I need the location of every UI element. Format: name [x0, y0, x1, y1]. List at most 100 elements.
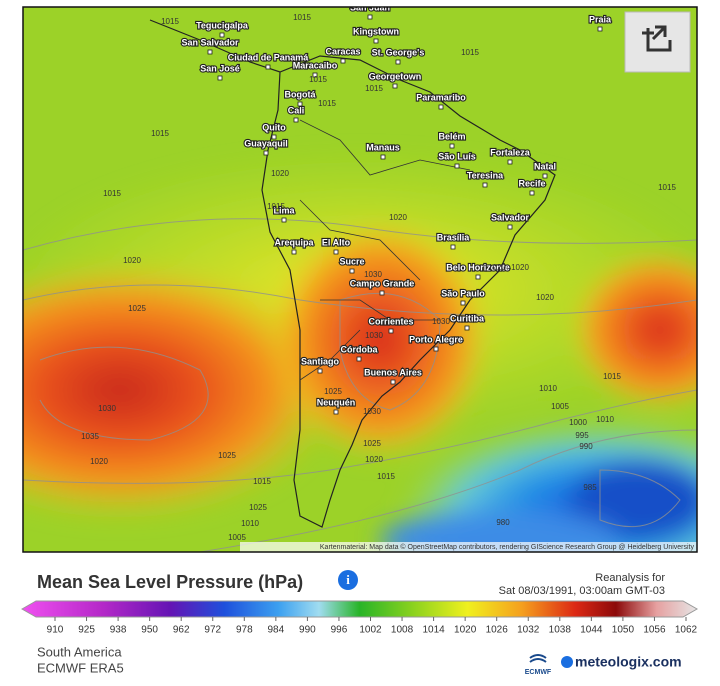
legend-tick-label: 925: [78, 625, 95, 636]
city-marker: [263, 150, 269, 156]
isobar-label: 1015: [603, 372, 621, 381]
share-button[interactable]: [624, 11, 691, 73]
isobar-label: 1015: [309, 75, 327, 84]
isobar-label: 1015: [293, 13, 311, 22]
legend-tick-label: 1014: [422, 625, 445, 636]
city-label: Quito: [262, 122, 286, 132]
isobar-label: 1015: [253, 477, 271, 486]
model: ECMWF ERA5: [37, 660, 124, 675]
city-label: Paramaribo: [416, 92, 466, 102]
isobar-label: 1015: [377, 472, 395, 481]
city-marker: [438, 104, 444, 110]
isobar-label: 1020: [365, 455, 383, 464]
city-marker: [464, 325, 470, 331]
city-label: São Paulo: [441, 288, 485, 298]
city-marker: [293, 117, 299, 123]
city-label: Praia: [589, 14, 612, 24]
city-label: Maracaibo: [293, 60, 338, 70]
city-label: Belém: [438, 131, 465, 141]
city-marker: [390, 379, 396, 385]
color-bar: [20, 600, 699, 618]
city-marker: [395, 59, 401, 65]
city-label: Porto Alegre: [409, 334, 463, 344]
city-marker: [454, 163, 460, 169]
isobar-label: 980: [496, 518, 510, 527]
map-frame: [22, 6, 698, 553]
isobar-label: 1020: [90, 457, 108, 466]
isobar-label: 1020: [488, 263, 506, 272]
isobar-label: 1025: [218, 451, 236, 460]
city-label: Bogotá: [285, 89, 317, 99]
city-label: Belo Horizonte: [446, 262, 510, 272]
isobar-label: 1020: [389, 213, 407, 222]
city-label: Curitiba: [450, 313, 485, 323]
isobar-label: 1015: [365, 84, 383, 93]
city-marker: [475, 274, 481, 280]
isobar-label: 1015: [161, 17, 179, 26]
isobar-label: 1025: [324, 387, 342, 396]
legend-tick-label: 1044: [580, 625, 603, 636]
isobar-label: 1015: [461, 48, 479, 57]
city-label: Guayaquil: [244, 138, 288, 148]
legend-tick-label: 938: [110, 625, 127, 636]
isobar-label: 1015: [151, 129, 169, 138]
city-marker: [207, 49, 213, 55]
isobar-label: 1010: [596, 415, 614, 424]
isobar-label: 1020: [536, 293, 554, 302]
city-marker: [217, 75, 223, 81]
isobar-label: 1025: [363, 439, 381, 448]
city-marker: [271, 134, 277, 140]
isobar-label: 985: [583, 483, 597, 492]
isobar-label: 1020: [511, 263, 529, 272]
city-marker: [356, 356, 362, 362]
city-label: Caracas: [325, 46, 360, 56]
city-marker: [340, 58, 346, 64]
info-icon[interactable]: i: [338, 570, 358, 590]
isobar-label: 1015: [103, 189, 121, 198]
isobar-label: 995: [575, 431, 589, 440]
isobar-label: 1010: [539, 384, 557, 393]
city-label: San José: [200, 63, 240, 73]
city-marker: [529, 190, 535, 196]
city-label: Arequipa: [274, 237, 314, 247]
city-label: Manaus: [366, 142, 400, 152]
isobar-label: 1030: [363, 407, 381, 416]
legend-tick-label: 996: [331, 625, 348, 636]
legend-tick-label: 990: [299, 625, 316, 636]
city-marker: [507, 159, 513, 165]
isobar-label: 1010: [241, 519, 259, 528]
city-label: El Alto: [322, 237, 351, 247]
city-label: San Salvador: [181, 37, 239, 47]
coastline: [149, 19, 556, 528]
isobar-label: 1035: [81, 432, 99, 441]
city-label: Brasília: [437, 232, 471, 242]
isobar-label: 1020: [271, 169, 289, 178]
legend-tick-label: 910: [47, 625, 64, 636]
isobar-label: 1030: [365, 331, 383, 340]
city-label: St. George's: [372, 47, 425, 57]
city-label: Córdoba: [341, 344, 379, 354]
svg-text:i: i: [346, 572, 350, 587]
city-label: Cali: [288, 105, 305, 115]
legend-tick-label: 972: [204, 625, 221, 636]
city-marker: [379, 290, 385, 296]
legend-tick-label: 1062: [675, 625, 698, 636]
city-label: Corrientes: [368, 316, 413, 326]
city-marker: [219, 32, 225, 38]
isobar-label: 1005: [551, 402, 569, 411]
reanalysis-label: Reanalysis for: [595, 572, 665, 584]
city-label: Salvador: [491, 212, 530, 222]
city-marker: [312, 72, 318, 78]
legend-tick-label: 1056: [643, 625, 666, 636]
city-marker: [380, 154, 386, 160]
city-marker: [349, 268, 355, 274]
isobar-label: 1030: [364, 270, 382, 279]
ecmwf-logo: ECMWF: [525, 669, 552, 676]
city-label: Lima: [273, 205, 295, 215]
city-marker: [388, 328, 394, 334]
city-marker: [333, 249, 339, 255]
city-label: Santiago: [301, 356, 340, 366]
isobar-label: 1015: [658, 183, 676, 192]
